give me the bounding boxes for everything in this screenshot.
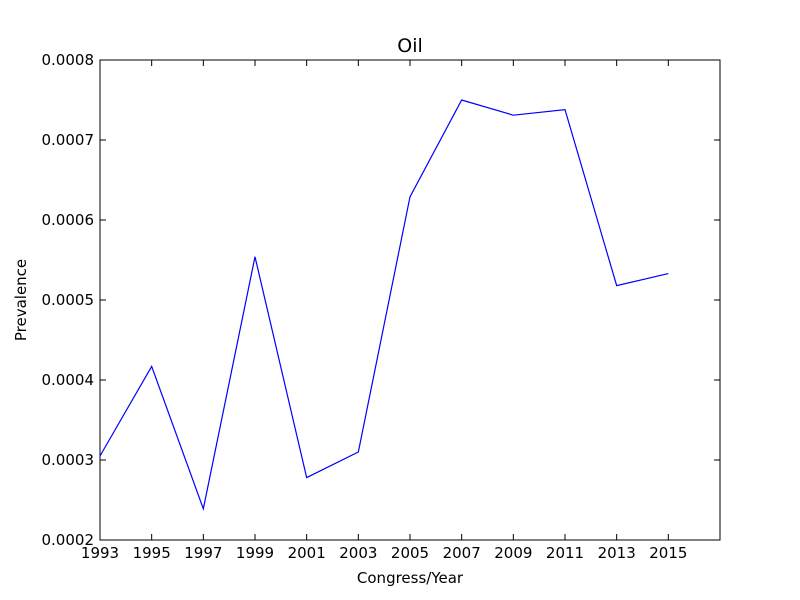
x-tick-label: 2003	[339, 544, 377, 562]
x-tick-label: 2009	[494, 544, 532, 562]
x-tick-label: 2013	[598, 544, 636, 562]
x-tick-label: 1993	[81, 544, 119, 562]
y-tick-label: 0.0007	[42, 131, 95, 149]
x-tick-label: 1999	[236, 544, 274, 562]
x-tick-label: 2001	[288, 544, 326, 562]
y-tick-label: 0.0006	[42, 211, 95, 229]
x-tick-label: 2015	[649, 544, 687, 562]
series-layer	[99, 99, 669, 512]
x-tick-label: 2011	[546, 544, 584, 562]
y-tick-label: 0.0004	[42, 371, 95, 389]
x-axis-ticks: 1993 1995 1997 1999 2001 2003 2005 2007 2009 2011…	[81, 60, 687, 562]
plot-area-frame	[99, 59, 721, 541]
x-tick-label: 2007	[443, 544, 481, 562]
x-axis-label: Congress/Year	[357, 569, 464, 587]
y-tick-label: 0.0003	[42, 451, 95, 469]
y-tick-label: 0.0002	[42, 531, 95, 549]
y-axis-label: Prevalence	[12, 259, 30, 341]
chart-title: Oil	[397, 35, 423, 57]
y-tick-label: 0.0008	[42, 51, 95, 69]
x-tick-label: 2005	[391, 544, 429, 562]
x-tick-label: 1997	[184, 544, 222, 562]
y-tick-label: 0.0005	[42, 291, 95, 309]
y-axis-ticks: 0.0002 0.0003 0.0004 0.0005 0.0006 0.0007 0.00…	[42, 51, 720, 549]
x-tick-label: 1995	[133, 544, 171, 562]
series-line-0	[99, 99, 669, 512]
